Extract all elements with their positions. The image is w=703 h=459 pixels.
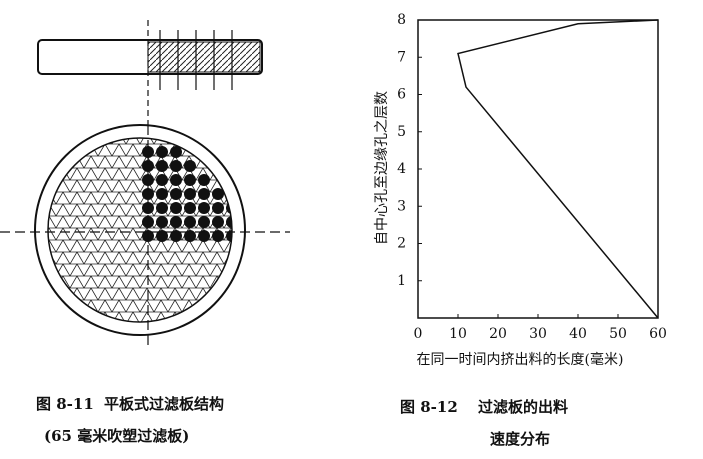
y-tick-label: 4 bbox=[397, 161, 406, 177]
y-tick-label: 8 bbox=[397, 12, 406, 28]
x-tick-label: 50 bbox=[609, 326, 627, 342]
x-tick-label: 0 bbox=[414, 326, 423, 342]
caption-title: 平板式过滤板结构 bbox=[104, 395, 224, 413]
filter-plate-diagram bbox=[0, 20, 290, 345]
x-tick-label: 20 bbox=[489, 326, 507, 342]
caption-sub: (65 毫米吹塑过滤板) bbox=[44, 427, 189, 445]
x-tick-label: 30 bbox=[529, 326, 547, 342]
y-axis-label: 自中心孔至边缘孔之层数 bbox=[374, 91, 390, 245]
caption-title: 过滤板的出料 bbox=[478, 398, 568, 416]
x-axis-label: 在同一时间内挤出料的长度(毫米) bbox=[417, 351, 624, 368]
data-line bbox=[457, 19, 659, 319]
plot-frame bbox=[417, 19, 659, 319]
caption-label: 图 8-11 bbox=[36, 395, 94, 413]
caption-sub: 速度分布 bbox=[490, 430, 550, 448]
caption-label: 图 8-12 bbox=[400, 398, 458, 416]
y-tick-label: 7 bbox=[397, 49, 406, 65]
y-tick-label: 2 bbox=[397, 236, 406, 252]
x-tick-label: 60 bbox=[649, 326, 667, 342]
y-tick-label: 3 bbox=[397, 198, 406, 214]
y-tick-label: 5 bbox=[397, 124, 406, 140]
x-tick-label: 10 bbox=[449, 326, 467, 342]
y-tick-label: 1 bbox=[397, 273, 406, 289]
x-tick-label: 40 bbox=[569, 326, 587, 342]
y-tick-label: 6 bbox=[397, 87, 406, 103]
